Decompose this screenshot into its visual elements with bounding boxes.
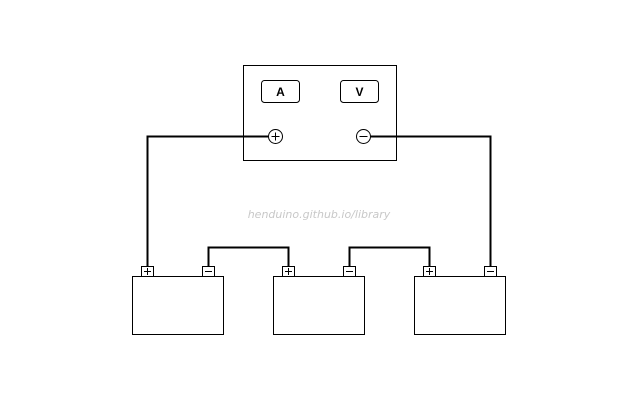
battery-positive-terminal [282, 266, 295, 277]
wire-battery2-to-battery3 [348, 246, 431, 266]
battery-positive-terminal [423, 266, 436, 277]
battery-negative-terminal [202, 266, 215, 277]
multimeter-body [243, 65, 397, 161]
battery-3 [414, 266, 506, 335]
voltmeter-label: V [355, 85, 363, 99]
battery-negative-terminal [484, 266, 497, 277]
voltmeter-display [340, 80, 379, 103]
wire-meter-negative [371, 135, 492, 266]
battery-2 [273, 266, 365, 335]
battery-body [132, 276, 224, 335]
battery-1 [132, 266, 224, 335]
wire-meter-positive [146, 135, 268, 266]
ammeter-label: A [276, 85, 285, 99]
ammeter-display [261, 80, 300, 103]
meter-negative-terminal [356, 129, 371, 144]
watermark-text: henduino.github.io/library [248, 208, 391, 221]
meter-positive-terminal [268, 129, 283, 144]
battery-positive-terminal [141, 266, 154, 277]
battery-negative-terminal [343, 266, 356, 277]
battery-body [414, 276, 506, 335]
wire-battery1-to-battery2 [207, 246, 290, 266]
battery-body [273, 276, 365, 335]
